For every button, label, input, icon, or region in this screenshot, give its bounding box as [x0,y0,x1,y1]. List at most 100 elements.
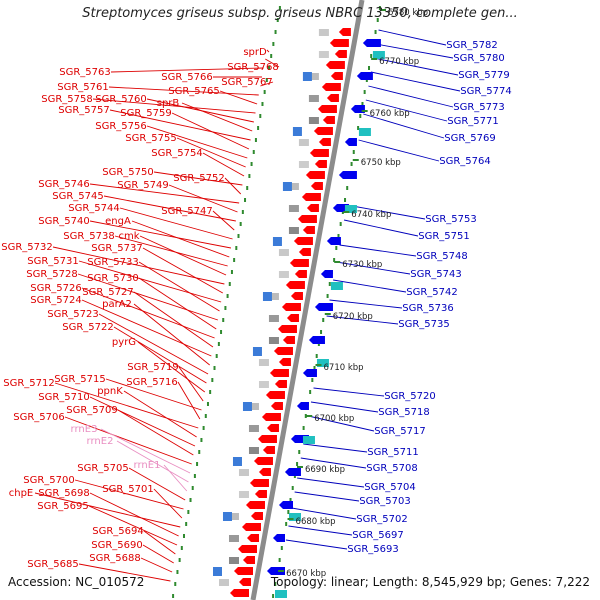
left-gene-arrow[interactable] [309,149,329,157]
right-gene-arrow[interactable] [272,534,285,542]
right-gene-label[interactable]: SGR_5704 [364,482,416,493]
left-gene-label[interactable]: chpE [9,488,34,499]
feature-block[interactable] [318,29,329,36]
left-gene-arrow[interactable] [298,248,311,256]
feature-block-colored[interactable] [212,567,222,576]
left-gene-arrow[interactable] [258,468,271,476]
left-gene-arrow[interactable] [310,182,323,190]
left-gene-label[interactable]: SGR_5750 [102,167,154,178]
left-gene-arrow[interactable] [233,567,253,575]
feature-block-colored[interactable] [330,282,343,290]
right-gene-arrow[interactable] [302,369,317,377]
right-gene-arrow[interactable] [314,303,333,311]
feature-block[interactable] [268,315,279,322]
left-gene-arrow[interactable] [317,105,337,113]
left-gene-arrow[interactable] [326,94,339,102]
right-gene-arrow[interactable] [350,105,365,113]
left-gene-label[interactable]: SGR_5705 [77,463,129,474]
left-gene-arrow[interactable] [281,303,301,311]
left-gene-label[interactable]: SGR_5754 [151,148,203,159]
feature-block-colored[interactable] [302,72,312,81]
left-gene-arrow[interactable] [321,83,341,91]
left-gene-arrow[interactable] [286,314,299,322]
left-gene-arrow[interactable] [306,204,319,212]
left-gene-label[interactable]: SGR_5737 [91,243,143,254]
left-gene-label[interactable]: SGR_5726 [30,283,82,294]
right-gene-label[interactable]: SGR_5774 [460,86,512,97]
left-gene-arrow[interactable] [241,523,261,531]
left-gene-arrow[interactable] [265,391,285,399]
feature-block[interactable] [258,381,269,388]
right-gene-label[interactable]: SGR_5769 [444,133,496,144]
right-gene-label[interactable]: SGR_5735 [398,319,450,330]
left-gene-arrow[interactable] [301,193,321,201]
right-gene-arrow[interactable] [284,468,301,476]
feature-block-colored[interactable] [372,51,385,59]
left-gene-arrow[interactable] [282,336,295,344]
right-gene-arrow[interactable] [362,39,381,47]
left-gene-arrow[interactable] [302,226,315,234]
left-gene-label[interactable]: SGR_5755 [125,133,177,144]
right-gene-label[interactable]: SGR_5782 [446,40,498,51]
left-gene-arrow[interactable] [238,578,251,586]
left-gene-arrow[interactable] [314,160,327,168]
right-gene-label[interactable]: SGR_5718 [378,407,430,418]
feature-block-colored[interactable] [274,590,287,598]
feature-block[interactable] [268,293,279,300]
feature-block[interactable] [248,403,259,410]
left-gene-arrow[interactable] [229,589,249,597]
left-gene-arrow[interactable] [253,457,273,465]
left-gene-arrow[interactable] [338,28,351,36]
left-gene-arrow[interactable] [257,435,277,443]
feature-block-colored[interactable] [272,237,282,246]
feature-block[interactable] [288,205,299,212]
right-gene-label[interactable]: SGR_5773 [453,102,505,113]
left-gene-label[interactable]: SGR_5738 [63,231,115,242]
feature-block[interactable] [298,139,309,146]
left-gene-arrow[interactable] [246,534,259,542]
left-gene-label[interactable]: SGR_5745 [52,191,104,202]
right-gene-label[interactable]: SGR_5742 [406,287,458,298]
right-gene-label[interactable]: SGR_5711 [367,447,419,458]
left-gene-label[interactable]: cmk [118,231,139,242]
feature-block[interactable] [308,73,319,80]
right-gene-label[interactable]: SGR_5703 [359,496,411,507]
left-gene-label[interactable]: SGR_5719 [127,362,179,373]
left-gene-arrow[interactable] [330,72,343,80]
left-gene-arrow[interactable] [305,171,325,179]
left-gene-label[interactable]: SGR_5746 [38,179,90,190]
feature-block-colored[interactable] [316,359,329,367]
feature-block-colored[interactable] [282,182,292,191]
right-gene-label[interactable]: SGR_5736 [402,303,454,314]
right-gene-label[interactable]: SGR_5697 [352,530,404,541]
left-gene-label[interactable]: SGR_5701 [102,484,154,495]
left-gene-label[interactable]: SGR_5715 [54,374,106,385]
right-gene-arrow[interactable] [320,270,333,278]
feature-block[interactable] [288,227,299,234]
feature-block[interactable] [258,359,269,366]
left-gene-arrow[interactable] [325,61,345,69]
right-gene-arrow[interactable] [308,336,325,344]
left-gene-arrow[interactable] [274,380,287,388]
feature-block[interactable] [238,469,249,476]
left-gene-label[interactable]: SGR_5758 [41,94,93,105]
right-gene-label[interactable]: SGR_5753 [425,214,477,225]
right-gene-label[interactable]: SGR_5771 [447,116,499,127]
left-gene-label[interactable]: SGR_5688 [89,553,141,564]
left-gene-label[interactable]: SGR_5767 [221,77,273,88]
left-gene-arrow[interactable] [297,215,317,223]
feature-block[interactable] [278,249,289,256]
feature-block[interactable] [228,535,239,542]
right-gene-arrow[interactable] [326,237,341,245]
feature-block[interactable] [298,161,309,168]
left-gene-label[interactable]: pyrG [112,337,136,348]
left-gene-label[interactable]: parA2 [102,299,132,310]
feature-block-colored[interactable] [344,205,357,213]
feature-block-colored[interactable] [288,513,301,521]
left-gene-label[interactable]: SGR_5694 [92,526,144,537]
left-gene-arrow[interactable] [270,402,283,410]
left-gene-label[interactable]: SGR_5763 [59,67,111,78]
left-gene-arrow[interactable] [313,127,333,135]
feature-block[interactable] [228,557,239,564]
feature-block[interactable] [218,579,229,586]
